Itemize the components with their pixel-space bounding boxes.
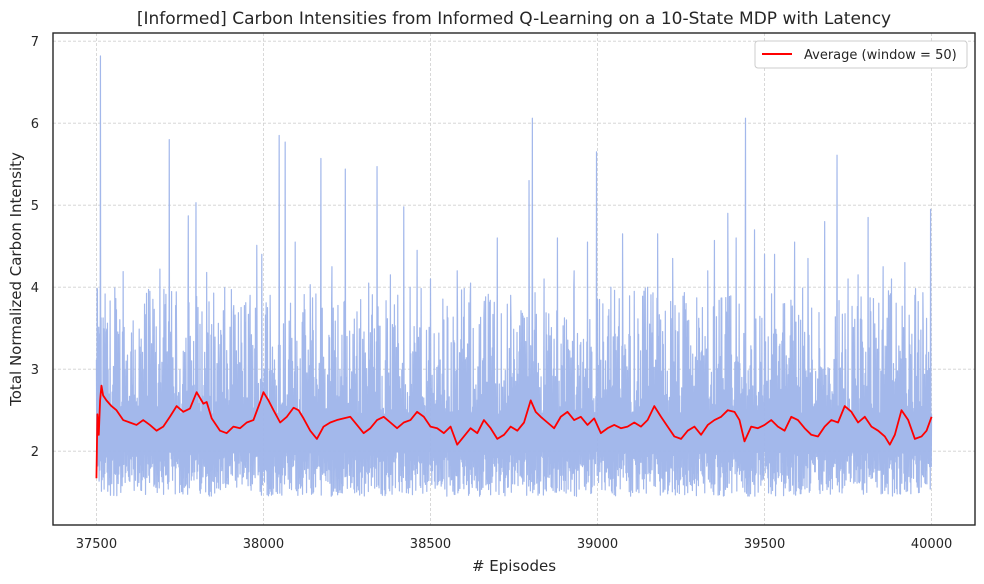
- x-tick-label: 38500: [410, 537, 451, 552]
- x-tick-label: 38000: [243, 537, 284, 552]
- chart-title: [Informed] Carbon Intensities from Infor…: [137, 9, 891, 29]
- y-tick-label: 5: [31, 199, 39, 214]
- y-tick-label: 4: [31, 281, 39, 296]
- y-axis-title: Total Normalized Carbon Intensity: [7, 152, 25, 407]
- y-tick-label: 2: [31, 445, 39, 460]
- y-tick-labels: 2 3 4 5 6 7: [31, 35, 39, 460]
- x-tick-label: 39000: [577, 537, 618, 552]
- y-tick-label: 6: [31, 117, 39, 132]
- legend-box: [754, 40, 968, 69]
- x-tick-label: 40000: [911, 537, 952, 552]
- x-tick-labels: 37500 38000 38500 39000 39500 40000: [76, 537, 953, 552]
- legend-average-label: Average (window = 50): [804, 48, 957, 63]
- average-series-line: [95, 384, 933, 479]
- x-tick-label: 39500: [744, 537, 785, 552]
- average-series-layer: [95, 384, 933, 479]
- x-axis-title: # Episodes: [472, 557, 556, 575]
- raw-series-layer: [95, 55, 933, 497]
- x-tick-label: 37500: [76, 537, 117, 552]
- y-tick-label: 7: [31, 35, 39, 50]
- legend: Average (window = 50): [754, 40, 968, 69]
- plot-frame: [52, 32, 976, 526]
- raw-series-line: [95, 55, 933, 497]
- y-tick-label: 3: [31, 363, 39, 378]
